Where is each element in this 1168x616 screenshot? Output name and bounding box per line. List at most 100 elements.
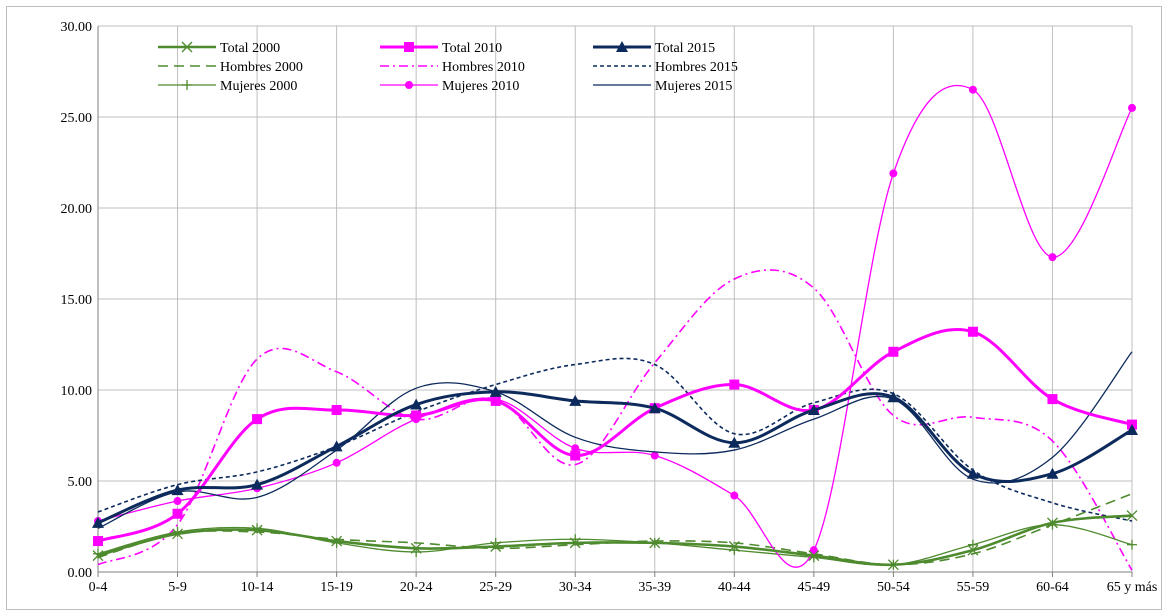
series-lines <box>92 84 1138 571</box>
legend-label: Total 2000 <box>220 41 280 56</box>
data-point-total-2015 <box>1126 424 1138 436</box>
data-point-total-2010 <box>411 410 422 421</box>
data-point-total-2015 <box>807 404 820 416</box>
x-tick-label: 65 y más <box>1107 580 1158 595</box>
legend: Total 2000 Total 2010 Total 2015 Hombres 20… <box>158 41 738 94</box>
data-point-total-2015 <box>330 440 343 452</box>
data-point-mujeres-2010 <box>968 85 977 94</box>
data-point-total-2010 <box>729 379 740 390</box>
y-tick-label: 5.00 <box>68 475 93 490</box>
data-point-mujeres-2010 <box>571 444 580 453</box>
series-total-2000 <box>92 510 1138 571</box>
axes: 0.00 5.00 10.00 15.00 20.00 25.00 30.00 0-4 5-9 1… <box>61 20 1158 595</box>
data-point-total-2000 <box>92 550 104 562</box>
data-point-total-2015 <box>92 516 104 528</box>
y-tick-label: 20.00 <box>61 202 93 217</box>
legend-label: Hombres 2015 <box>655 60 738 75</box>
legend-label: Hombres 2010 <box>442 60 525 75</box>
data-point-total-2015 <box>887 391 900 403</box>
data-point-total-2015 <box>171 484 184 496</box>
x-tick-label: 10-14 <box>241 580 274 595</box>
gridlines <box>97 25 1133 573</box>
legend-entry-hombres-2000: Hombres 2000 <box>158 60 303 75</box>
data-point-total-2010 <box>331 405 342 416</box>
x-tick-label: 15-19 <box>320 580 353 595</box>
x-tick-label: 55-59 <box>957 580 990 595</box>
x-tick-label: 35-39 <box>638 580 671 595</box>
data-point-mujeres-2000 <box>967 539 978 550</box>
legend-label: Mujeres 2015 <box>655 79 732 94</box>
legend-marker <box>404 42 414 52</box>
data-point-total-2010 <box>1047 394 1058 405</box>
series-hombres-2000 <box>97 492 1133 566</box>
data-point-total-2000 <box>1126 510 1138 522</box>
chart-frame: 0.00 5.00 10.00 15.00 20.00 25.00 30.00 0-4 5-9 1… <box>6 6 1162 610</box>
data-point-total-2000 <box>649 537 661 549</box>
series-line-total-2015 <box>97 390 1133 525</box>
data-point-total-2000 <box>331 535 343 547</box>
legend-marker <box>405 81 413 89</box>
series-mujeres-2015 <box>97 351 1133 529</box>
series-line-mujeres-2015 <box>97 351 1133 529</box>
data-point-total-2000 <box>887 559 899 571</box>
data-point-mujeres-2000 <box>1127 539 1137 550</box>
x-tick-label: 60-64 <box>1036 580 1069 595</box>
data-point-total-2000 <box>251 524 263 536</box>
x-tick-label: 20-24 <box>400 580 433 595</box>
data-point-total-2015 <box>410 398 423 410</box>
data-point-total-2010 <box>888 346 899 357</box>
legend-marker <box>181 41 193 53</box>
series-total-2015 <box>92 385 1138 528</box>
data-point-total-2015 <box>728 436 741 448</box>
legend-entry-mujeres-2015: Mujeres 2015 <box>593 79 732 94</box>
legend-entry-hombres-2015: Hombres 2015 <box>593 60 738 75</box>
data-point-total-2000 <box>967 544 979 556</box>
y-tick-label: 30.00 <box>61 20 93 35</box>
data-point-total-2010 <box>490 395 501 406</box>
data-point-total-2015 <box>648 402 661 414</box>
legend-label: Hombres 2000 <box>220 60 303 75</box>
y-tick-label: 0.00 <box>68 566 93 581</box>
legend-entry-total-2010: Total 2010 <box>380 41 502 56</box>
series-hombres-2010 <box>97 269 1133 571</box>
data-point-total-2010 <box>93 536 103 547</box>
x-tick-label: 45-49 <box>798 580 831 595</box>
legend-label: Mujeres 2010 <box>442 79 519 94</box>
legend-label: Total 2015 <box>655 41 715 56</box>
series-line-hombres-2010 <box>97 269 1133 571</box>
series-line-hombres-2015 <box>97 357 1133 522</box>
data-point-total-2000 <box>490 541 502 552</box>
y-tick-label: 10.00 <box>61 384 93 399</box>
legend-marker <box>182 80 192 90</box>
data-point-total-2010 <box>967 326 978 337</box>
data-point-total-2015 <box>966 467 979 479</box>
data-point-mujeres-2010 <box>809 546 818 555</box>
line-chart: 0.00 5.00 10.00 15.00 20.00 25.00 30.00 0-4 5-9 1… <box>61 20 1158 595</box>
data-point-total-2000 <box>172 528 183 540</box>
x-tick-label: 40-44 <box>718 580 751 595</box>
y-tick-label: 25.00 <box>61 111 93 126</box>
series-line-total-2000 <box>97 514 1133 567</box>
legend-entry-mujeres-2000: Mujeres 2000 <box>158 79 297 94</box>
data-point-mujeres-2010 <box>889 169 898 178</box>
data-point-total-2010 <box>570 450 581 461</box>
x-tick-label: 30-34 <box>559 580 592 595</box>
data-point-mujeres-2010 <box>730 491 739 500</box>
series-line-hombres-2000 <box>97 492 1133 566</box>
legend-entry-mujeres-2010: Mujeres 2010 <box>380 79 519 94</box>
x-tick-label: 0-4 <box>89 580 108 595</box>
series-mujeres-2000 <box>93 519 1137 570</box>
data-point-mujeres-2010 <box>332 458 341 467</box>
data-point-total-2015 <box>251 478 264 490</box>
data-point-total-2000 <box>728 541 740 552</box>
data-point-total-2000 <box>569 537 581 549</box>
x-tick-label: 50-54 <box>877 580 910 595</box>
data-point-total-2015 <box>489 385 502 397</box>
series-line-total-2010 <box>97 327 1133 543</box>
x-tick-label: 25-29 <box>479 580 512 595</box>
data-point-mujeres-2010 <box>173 497 182 506</box>
data-point-total-2015 <box>569 394 582 406</box>
series-hombres-2015 <box>97 357 1133 522</box>
data-point-mujeres-2010 <box>1048 253 1057 262</box>
legend-entry-total-2015: Total 2015 <box>593 41 715 56</box>
